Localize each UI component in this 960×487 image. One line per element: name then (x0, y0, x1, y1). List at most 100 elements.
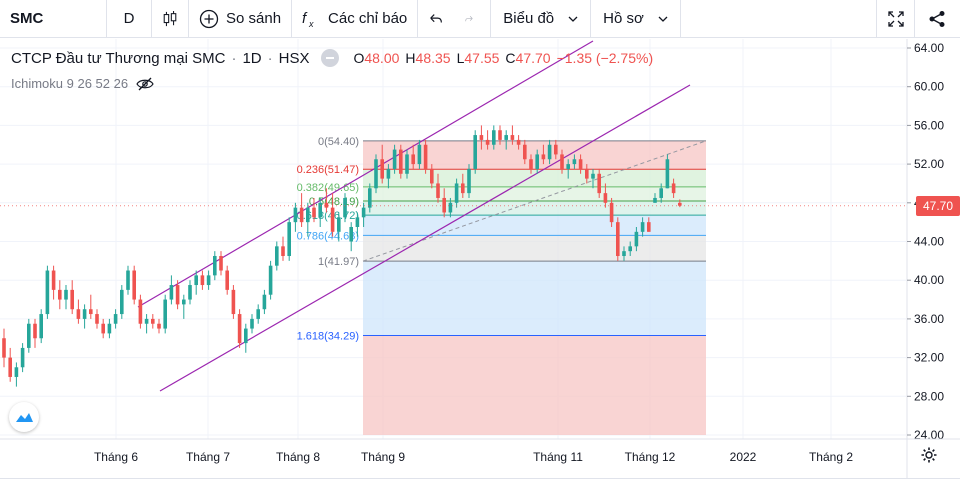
profile-dropdown[interactable]: Hồ sơ (591, 0, 680, 38)
candle-body (318, 202, 322, 218)
candle-body (82, 309, 87, 319)
candle-body (659, 188, 663, 198)
candle-body (653, 197, 657, 203)
candle-body (591, 173, 595, 179)
candle-body (157, 323, 161, 329)
chart-area[interactable]: 0(54.40) 0.236(51.47) 0.382(49.65) 0.5(48.1… (0, 39, 960, 487)
candle-body (616, 222, 620, 257)
fib-zone (363, 200, 706, 216)
candle-body (541, 154, 546, 160)
candle-body (169, 285, 174, 300)
fib-level-label: 0.236(51.47) (297, 164, 359, 176)
legend-separator: · (231, 49, 237, 67)
candle-body (113, 314, 118, 324)
candle-body (529, 159, 533, 169)
time-axis-label: Tháng 11 (533, 450, 583, 464)
candle-body (76, 309, 81, 319)
price-chart[interactable]: 0(54.40)0.236(51.47)0.382(49.65)0.5(48.1… (0, 39, 960, 487)
candle-body (647, 222, 651, 232)
candle-body (392, 149, 397, 169)
chart-type-dropdown[interactable]: Biểu đồ (491, 0, 590, 38)
settings-gear-icon[interactable] (920, 446, 938, 464)
open-value: 48.00 (364, 50, 400, 66)
candle-body (479, 135, 484, 140)
candle-body (640, 222, 645, 232)
candle-body (361, 207, 366, 218)
fib-zone (363, 169, 706, 187)
toolbar-divider (106, 0, 107, 38)
price-axis-label: 40.00 (914, 273, 944, 287)
candle-body (39, 314, 43, 339)
candle-body (58, 289, 62, 300)
candle-body (70, 289, 74, 310)
indicator-label: Ichimoku 9 26 52 26 (11, 76, 129, 91)
candle-body (287, 222, 291, 257)
tradingview-logo-button[interactable] (9, 402, 39, 432)
price-axis-label: 44.00 (914, 235, 944, 249)
fib-level-label: 0.618(46.72) (297, 210, 359, 222)
fib-zone (363, 215, 706, 236)
candle-body (485, 139, 490, 145)
price-axis-label: 24.00 (914, 428, 944, 442)
indicators-button[interactable]: f x Các chỉ báo (292, 0, 417, 38)
candle-body (355, 217, 360, 227)
fullscreen-button[interactable] (880, 0, 912, 38)
candle-body (578, 159, 583, 169)
candlestick-icon (163, 10, 177, 26)
candle-body (324, 202, 329, 208)
redo-button[interactable] (454, 0, 484, 38)
indicators-label: Các chỉ báo (328, 10, 408, 27)
svg-text:x: x (308, 19, 314, 29)
candle-body (51, 270, 56, 290)
high-key: H (405, 50, 416, 66)
candle-body (200, 275, 205, 286)
price-axis-label: 60.00 (914, 80, 944, 94)
candle-body (237, 314, 242, 344)
close-key: C (505, 50, 516, 66)
price-axis-label: 28.00 (914, 389, 944, 403)
candle-body (268, 265, 273, 295)
candle-body (194, 275, 198, 286)
candle-body (33, 323, 37, 339)
candle-body (299, 207, 304, 223)
candle-body (14, 367, 19, 377)
candle-body (473, 135, 477, 169)
indicator-legend[interactable]: Ichimoku 9 26 52 26 (11, 76, 154, 91)
compare-button[interactable]: So sánh (189, 0, 291, 38)
candle-body (423, 144, 428, 169)
eye-hidden-icon[interactable] (136, 77, 154, 91)
candle-body (262, 294, 267, 310)
toolbar-divider (490, 0, 492, 38)
candle-body (330, 207, 335, 232)
candle-body (256, 309, 260, 319)
price-axis-label: 64.00 (914, 41, 944, 55)
candle-body (417, 144, 422, 165)
fib-zone (363, 186, 706, 201)
candle-body (95, 314, 99, 324)
undo-button[interactable] (418, 0, 454, 38)
share-button[interactable] (918, 0, 956, 38)
candles-style-button[interactable] (152, 0, 188, 38)
minus-icon[interactable] (321, 49, 340, 67)
close-value: 47.70 (515, 50, 551, 66)
interval-button[interactable]: D (107, 0, 151, 38)
chevron-down-icon (658, 16, 668, 22)
candle-body (368, 188, 372, 208)
candle-body (622, 251, 626, 257)
symbol-search-button[interactable]: SMC (0, 0, 106, 38)
time-axis-label: 2022 (730, 450, 757, 464)
candle-body (454, 183, 459, 203)
candle-body (219, 256, 223, 271)
fib-level-label: 0.382(49.65) (297, 182, 359, 194)
top-toolbar: SMC D So sánh f x Các chỉ báo (0, 0, 960, 38)
candle-body (411, 154, 415, 165)
fib-level-label: 0(54.40) (318, 136, 359, 148)
candle-body (498, 130, 502, 140)
fib-level-label: 0.786(44.63) (297, 230, 359, 242)
time-axis-label: Tháng 2 (809, 450, 853, 464)
fib-zone (363, 335, 706, 435)
candle-body (492, 130, 496, 145)
candle-body (144, 318, 149, 324)
candle-body (349, 226, 353, 242)
fib-zone (363, 235, 706, 262)
